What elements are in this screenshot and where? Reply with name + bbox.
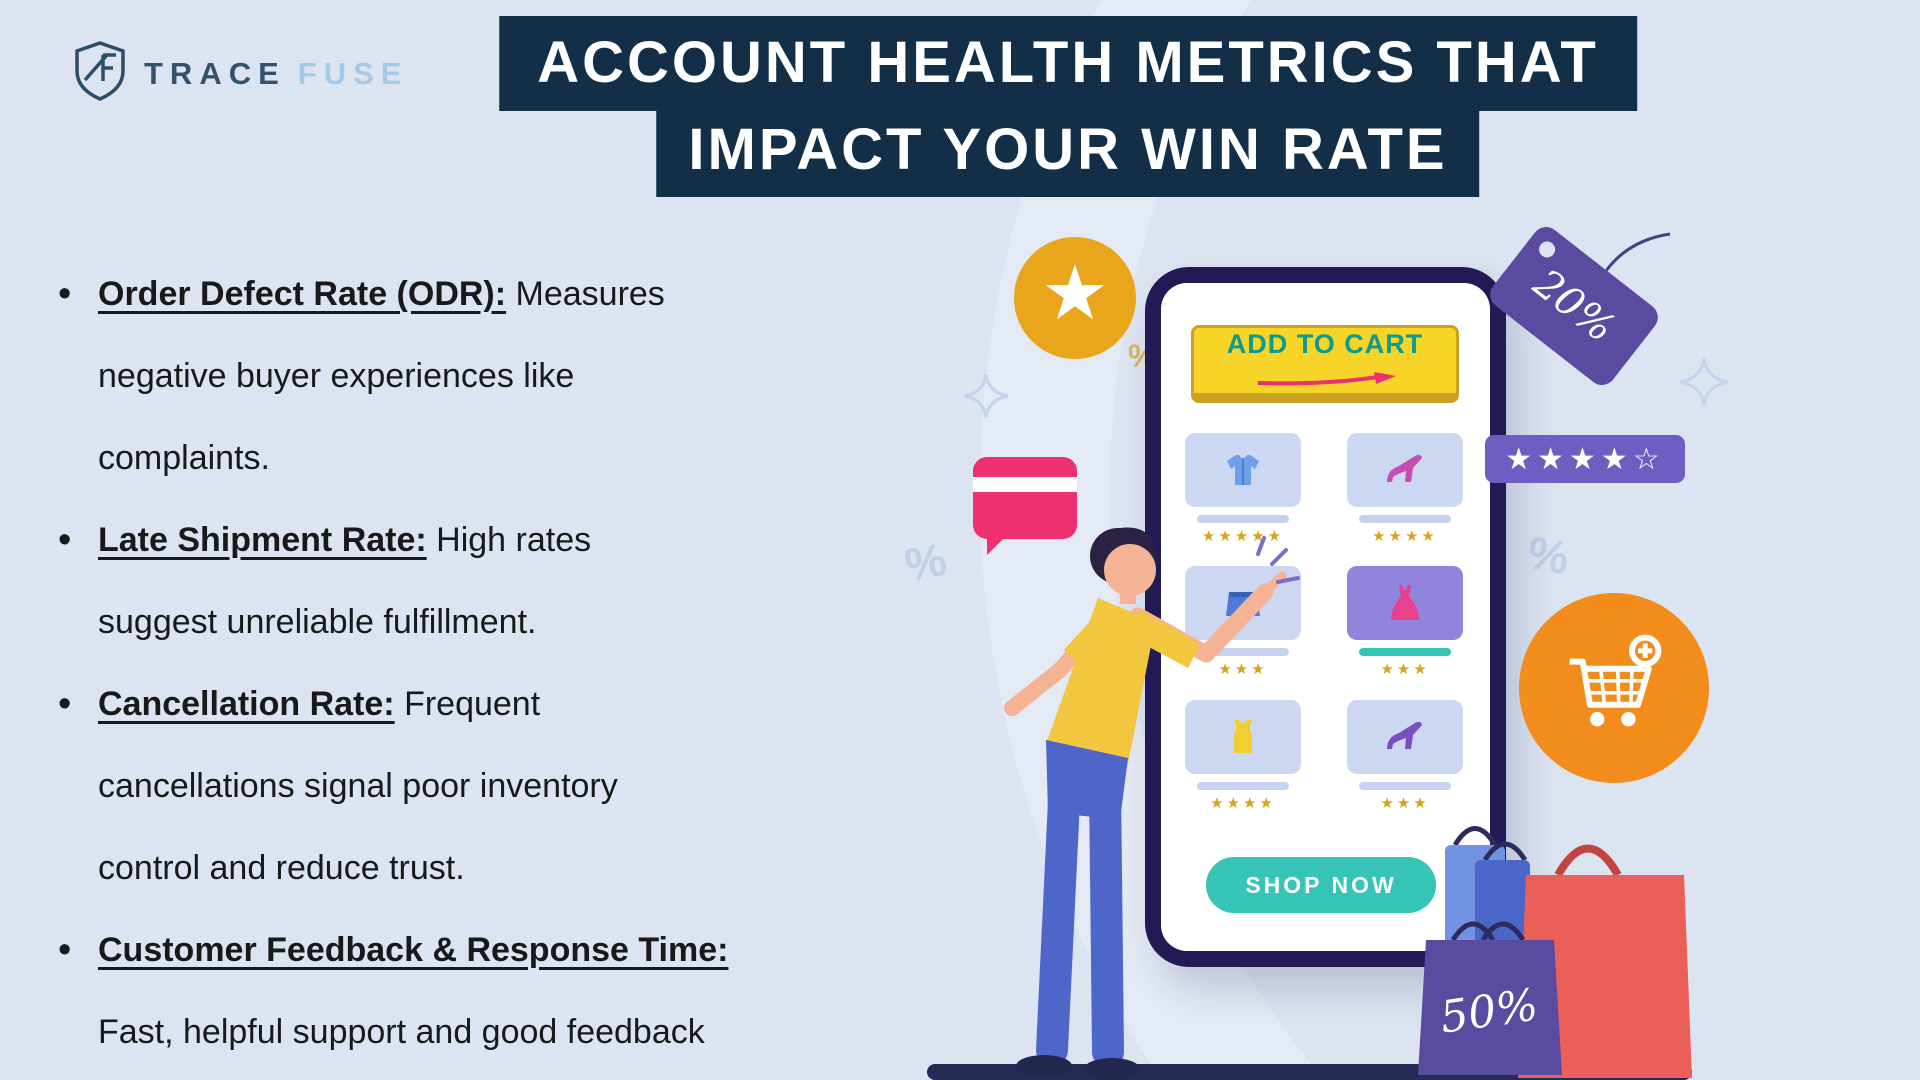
product-card-shirt[interactable] bbox=[1185, 433, 1301, 507]
phone-mockup: ADD TO CART ★★★★★ bbox=[1145, 267, 1506, 967]
percent-decoration: % bbox=[900, 532, 951, 592]
cart-badge bbox=[1519, 593, 1709, 783]
shopping-bags: 50% bbox=[1418, 826, 1692, 1078]
metrics-bullet-list: Order Defect Rate (ODR): Measures negati… bbox=[52, 253, 882, 1080]
brand-logo: TRACE FUSE bbox=[72, 40, 408, 107]
product-card-heel-shoe[interactable] bbox=[1347, 433, 1463, 507]
bullet-lead: Late Shipment Rate: bbox=[98, 521, 427, 559]
product-rating: ★★★★ bbox=[1372, 528, 1438, 545]
product-title-bar bbox=[1197, 648, 1289, 656]
bullet-text: boost Buy Box eligibility. bbox=[98, 1073, 882, 1080]
bullet-text: High rates bbox=[426, 521, 592, 559]
payment-card-icon bbox=[973, 457, 1077, 555]
shop-now-label: SHOP NOW bbox=[1245, 871, 1397, 898]
product-title-bar bbox=[1197, 515, 1289, 523]
product-title-bar bbox=[1359, 782, 1451, 790]
pump-shoe-icon bbox=[1387, 721, 1422, 749]
bullet-cancellation-rate: Cancellation Rate: Frequent cancellation… bbox=[52, 663, 882, 909]
shield-logo-icon bbox=[72, 40, 128, 107]
product-title-bar bbox=[1359, 515, 1451, 523]
bullet-text: negative buyer experiences like bbox=[98, 357, 575, 395]
bullet-text: Fast, helpful support and good feedback bbox=[98, 1013, 705, 1051]
product-card-dress[interactable] bbox=[1347, 566, 1463, 640]
product-rating: ★★★ bbox=[1380, 661, 1430, 678]
bullet-lead: Cancellation Rate: bbox=[98, 685, 395, 723]
star-icon: ★ bbox=[1040, 251, 1110, 336]
shirt-icon bbox=[1227, 455, 1259, 485]
shopping-bag-coral bbox=[1518, 875, 1692, 1078]
shopping-bag-purple bbox=[1418, 940, 1562, 1075]
title-line-2: IMPACT YOUR WIN RATE bbox=[656, 110, 1480, 198]
bullet-text: complaints. bbox=[98, 439, 270, 477]
cart-plus-icon bbox=[1569, 634, 1662, 727]
add-to-cart-label: ADD TO CART bbox=[1226, 328, 1424, 359]
arrow-right-icon bbox=[1250, 362, 1400, 393]
product-rating: ★★★ bbox=[1380, 795, 1430, 812]
tank-top-icon bbox=[1234, 720, 1252, 753]
bullet-lead: Customer Feedback & Response Time: bbox=[98, 931, 729, 969]
person-illustration bbox=[1004, 527, 1300, 1080]
product-card-tank-top[interactable] bbox=[1185, 700, 1301, 774]
brand-name-primary: TRACE bbox=[144, 55, 286, 91]
dress-icon bbox=[1391, 585, 1419, 620]
sparkle-icon bbox=[962, 372, 1010, 425]
rating-stars: ★★★★☆ bbox=[1505, 442, 1665, 476]
add-to-cart-button[interactable]: ADD TO CART bbox=[1191, 325, 1459, 403]
star-badge: ★ bbox=[1014, 237, 1136, 359]
bullet-customer-feedback: Customer Feedback & Response Time: Fast,… bbox=[52, 909, 882, 1080]
discount-tag-label: 20% bbox=[1524, 260, 1624, 352]
bullet-late-shipment-rate: Late Shipment Rate: High rates suggest u… bbox=[52, 499, 882, 663]
product-rating: ★★★★ bbox=[1210, 795, 1276, 812]
title-line-1: ACCOUNT HEALTH METRICS THAT bbox=[499, 16, 1637, 111]
product-card-pump-shoe[interactable] bbox=[1347, 700, 1463, 774]
heel-shoe-icon bbox=[1387, 454, 1422, 482]
bullet-lead: Order Defect Rate (ODR): bbox=[98, 275, 507, 313]
brand-wordmark: TRACE FUSE bbox=[144, 56, 408, 92]
product-title-bar bbox=[1197, 782, 1289, 790]
title-banner: ACCOUNT HEALTH METRICS THAT IMPACT YOUR … bbox=[499, 16, 1637, 198]
bullet-text: suggest unreliable fulfillment. bbox=[98, 603, 537, 641]
bullet-order-defect-rate: Order Defect Rate (ODR): Measures negati… bbox=[52, 253, 882, 499]
shop-now-button[interactable]: SHOP NOW bbox=[1206, 857, 1436, 913]
bullet-text: Frequent bbox=[394, 685, 541, 723]
product-rating: ★★★ bbox=[1218, 661, 1268, 678]
brand-name-secondary: FUSE bbox=[297, 55, 409, 91]
rating-badge: ★★★★☆ bbox=[1485, 435, 1685, 483]
bullet-text: cancellations signal poor inventory bbox=[98, 767, 618, 805]
phone-screen: ADD TO CART ★★★★★ bbox=[1161, 283, 1490, 951]
product-title-bar bbox=[1359, 648, 1451, 656]
bullet-text: control and reduce trust. bbox=[98, 849, 465, 887]
bullet-text: Measures bbox=[506, 275, 665, 313]
sparkle-icon bbox=[1678, 356, 1730, 413]
